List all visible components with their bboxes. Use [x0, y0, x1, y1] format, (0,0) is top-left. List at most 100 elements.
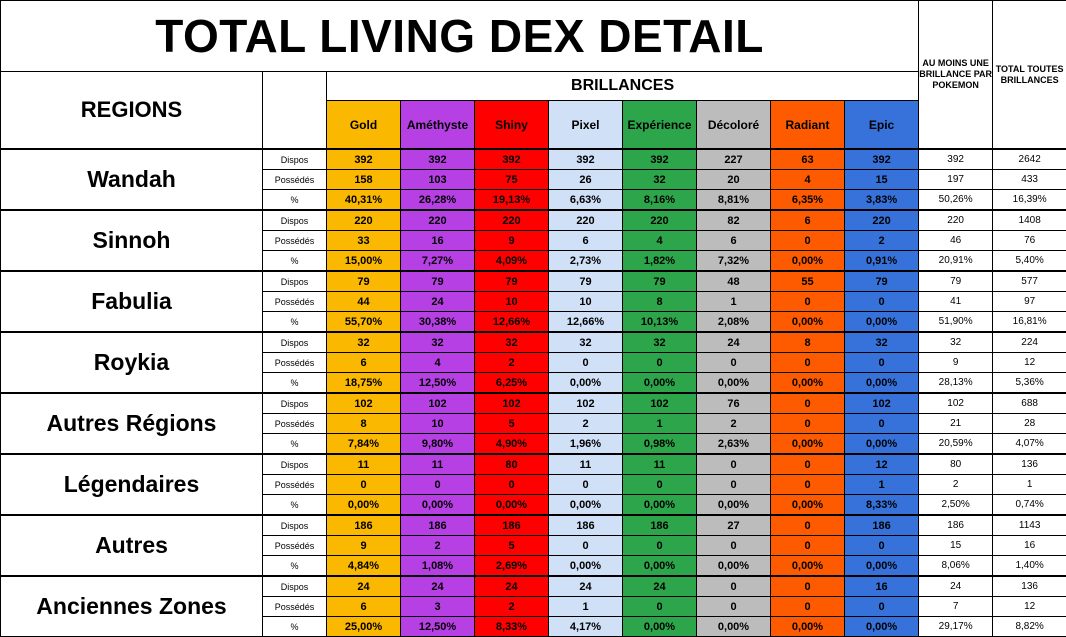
- cell-radiant: 0: [771, 576, 845, 597]
- row-label: Dispos: [263, 454, 327, 475]
- cell-au-moins: 21: [919, 414, 993, 434]
- cell-shiny: 79: [475, 271, 549, 292]
- cell-pixel: 220: [549, 210, 623, 231]
- cell-experience: 0: [623, 536, 697, 556]
- cell-gold: 18,75%: [327, 373, 401, 394]
- cell-shiny: 5: [475, 414, 549, 434]
- cell-experience: 8,16%: [623, 190, 697, 211]
- cell-experience: 32: [623, 170, 697, 190]
- cell-epic: 3,83%: [845, 190, 919, 211]
- cell-au-moins: 20,59%: [919, 434, 993, 455]
- cell-epic: 186: [845, 515, 919, 536]
- cell-shiny: 32: [475, 332, 549, 353]
- cell-decolore: 0,00%: [697, 556, 771, 577]
- cell-epic: 0: [845, 353, 919, 373]
- cell-au-moins: 79: [919, 271, 993, 292]
- cell-amethyste: 7,27%: [401, 251, 475, 272]
- cell-radiant: 6,35%: [771, 190, 845, 211]
- cell-shiny: 392: [475, 149, 549, 170]
- total-header: TOTAL TOUTES BRILLANCES: [993, 1, 1066, 150]
- cell-total: 577: [993, 271, 1066, 292]
- cell-amethyste: 392: [401, 149, 475, 170]
- cell-gold: 33: [327, 231, 401, 251]
- cell-pixel: 6: [549, 231, 623, 251]
- row-label: %: [263, 312, 327, 333]
- cell-decolore: 0: [697, 597, 771, 617]
- cell-experience: 1: [623, 414, 697, 434]
- cell-au-moins: 32: [919, 332, 993, 353]
- cell-radiant: 0,00%: [771, 373, 845, 394]
- cell-shiny: 186: [475, 515, 549, 536]
- cell-experience: 4: [623, 231, 697, 251]
- cell-gold: 7,84%: [327, 434, 401, 455]
- cell-shiny: 80: [475, 454, 549, 475]
- cell-epic: 79: [845, 271, 919, 292]
- category-header-pixel: Pixel: [549, 101, 623, 150]
- row-label: %: [263, 556, 327, 577]
- cell-experience: 1,82%: [623, 251, 697, 272]
- cell-pixel: 392: [549, 149, 623, 170]
- page-title: TOTAL LIVING DEX DETAIL: [1, 1, 919, 72]
- row-label: Dispos: [263, 515, 327, 536]
- cell-decolore: 0: [697, 576, 771, 597]
- cell-total: 16,81%: [993, 312, 1066, 333]
- cell-gold: 15,00%: [327, 251, 401, 272]
- cell-gold: 4,84%: [327, 556, 401, 577]
- cell-amethyste: 11: [401, 454, 475, 475]
- cell-shiny: 102: [475, 393, 549, 414]
- cell-pixel: 1: [549, 597, 623, 617]
- cell-amethyste: 12,50%: [401, 617, 475, 637]
- row-label: %: [263, 617, 327, 637]
- cell-epic: 0,00%: [845, 556, 919, 577]
- cell-total: 5,36%: [993, 373, 1066, 394]
- cell-epic: 8,33%: [845, 495, 919, 516]
- cell-epic: 0,00%: [845, 373, 919, 394]
- cell-total: 2642: [993, 149, 1066, 170]
- cell-total: 5,40%: [993, 251, 1066, 272]
- cell-experience: 392: [623, 149, 697, 170]
- cell-pixel: 186: [549, 515, 623, 536]
- cell-radiant: 4: [771, 170, 845, 190]
- cell-au-moins: 8,06%: [919, 556, 993, 577]
- category-header-radiant: Radiant: [771, 101, 845, 150]
- cell-experience: 10,13%: [623, 312, 697, 333]
- cell-gold: 44: [327, 292, 401, 312]
- cell-radiant: 0: [771, 231, 845, 251]
- cell-amethyste: 24: [401, 576, 475, 597]
- regions-header: REGIONS: [1, 72, 263, 150]
- cell-gold: 25,00%: [327, 617, 401, 637]
- region-name: Fabulia: [1, 271, 263, 332]
- cell-gold: 40,31%: [327, 190, 401, 211]
- cell-gold: 0: [327, 475, 401, 495]
- category-header-gold: Gold: [327, 101, 401, 150]
- cell-au-moins: 29,17%: [919, 617, 993, 637]
- cell-epic: 0,91%: [845, 251, 919, 272]
- cell-epic: 0,00%: [845, 312, 919, 333]
- region-name: Sinnoh: [1, 210, 263, 271]
- cell-decolore: 2: [697, 414, 771, 434]
- cell-pixel: 0,00%: [549, 373, 623, 394]
- row-label: %: [263, 373, 327, 394]
- cell-gold: 186: [327, 515, 401, 536]
- cell-epic: 0,00%: [845, 434, 919, 455]
- cell-pixel: 0: [549, 475, 623, 495]
- row-label: Possédés: [263, 292, 327, 312]
- cell-amethyste: 103: [401, 170, 475, 190]
- cell-shiny: 19,13%: [475, 190, 549, 211]
- cell-pixel: 2,73%: [549, 251, 623, 272]
- cell-shiny: 12,66%: [475, 312, 549, 333]
- cell-experience: 102: [623, 393, 697, 414]
- cell-au-moins: 46: [919, 231, 993, 251]
- cell-decolore: 2,08%: [697, 312, 771, 333]
- cell-experience: 186: [623, 515, 697, 536]
- cell-radiant: 0,00%: [771, 312, 845, 333]
- cell-total: 28: [993, 414, 1066, 434]
- cell-amethyste: 3: [401, 597, 475, 617]
- cell-au-moins: 15: [919, 536, 993, 556]
- cell-decolore: 0: [697, 454, 771, 475]
- row-label: Possédés: [263, 536, 327, 556]
- cell-decolore: 0: [697, 475, 771, 495]
